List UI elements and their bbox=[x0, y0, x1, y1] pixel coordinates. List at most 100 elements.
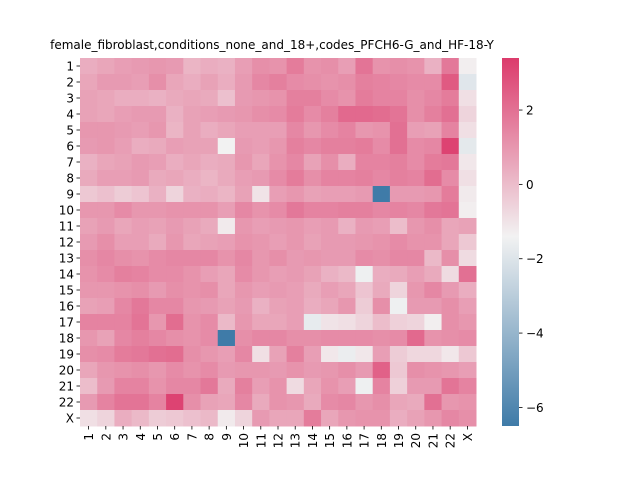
heatmap-cell bbox=[200, 186, 219, 203]
heatmap-cell bbox=[183, 106, 202, 123]
heatmap-cell bbox=[286, 202, 305, 219]
x-tick-label: 16 bbox=[340, 433, 354, 448]
heatmap-cell bbox=[80, 410, 98, 427]
x-tick-label: 10 bbox=[237, 433, 251, 448]
y-tick-label: 12 bbox=[59, 236, 74, 250]
heatmap-cell bbox=[338, 90, 356, 107]
heatmap-cell bbox=[338, 74, 356, 91]
heatmap-cell bbox=[148, 218, 167, 235]
heatmap-cell bbox=[372, 234, 391, 251]
heatmap-cell bbox=[114, 410, 133, 427]
heatmap-cell bbox=[97, 346, 115, 363]
heatmap-cell bbox=[458, 234, 477, 251]
heatmap-cell bbox=[200, 218, 219, 235]
heatmap-cell bbox=[166, 138, 184, 155]
heatmap-cell bbox=[131, 250, 150, 267]
x-tick-label: 4 bbox=[134, 433, 148, 441]
heatmap-cell bbox=[355, 314, 374, 331]
heatmap-cell bbox=[407, 202, 425, 219]
heatmap-cell bbox=[183, 186, 202, 203]
heatmap-cell bbox=[372, 266, 391, 283]
heatmap-cell bbox=[200, 298, 219, 315]
heatmap-cell bbox=[217, 90, 236, 107]
heatmap-cell bbox=[200, 58, 219, 75]
heatmap-cell bbox=[321, 122, 339, 139]
x-tick-label: 21 bbox=[426, 433, 440, 448]
heatmap-cell bbox=[114, 314, 133, 331]
heatmap-cell bbox=[321, 90, 339, 107]
y-tick-label: 6 bbox=[66, 140, 74, 154]
heatmap-cell bbox=[338, 122, 356, 139]
heatmap-cell bbox=[148, 58, 167, 75]
heatmap-cell bbox=[148, 202, 167, 219]
heatmap-cell bbox=[458, 218, 477, 235]
heatmap-cell bbox=[458, 378, 477, 395]
heatmap-cell bbox=[424, 362, 443, 379]
heatmap-cell bbox=[407, 314, 425, 331]
heatmap-cell bbox=[269, 298, 288, 315]
x-tick-label: 6 bbox=[168, 433, 182, 441]
heatmap-cell bbox=[166, 154, 184, 171]
heatmap-cell bbox=[286, 106, 305, 123]
heatmap-cell bbox=[355, 378, 374, 395]
heatmap-cell bbox=[441, 298, 460, 315]
heatmap-cell bbox=[372, 58, 391, 75]
heatmap-cell bbox=[166, 378, 184, 395]
heatmap-cell bbox=[338, 138, 356, 155]
heatmap-cell bbox=[269, 106, 288, 123]
heatmap-cell bbox=[269, 250, 288, 267]
heatmap-cell bbox=[338, 234, 356, 251]
heatmap-cell bbox=[183, 138, 202, 155]
heatmap-cell bbox=[131, 122, 150, 139]
heatmap-cell bbox=[148, 362, 167, 379]
heatmap-cell bbox=[217, 234, 236, 251]
heatmap-cell bbox=[200, 362, 219, 379]
heatmap-cell bbox=[234, 74, 253, 91]
heatmap-cell bbox=[200, 330, 219, 347]
heatmap-cell bbox=[338, 314, 356, 331]
heatmap-cell bbox=[407, 170, 425, 187]
heatmap-cell bbox=[252, 58, 270, 75]
heatmap-cell bbox=[407, 106, 425, 123]
heatmap-cell bbox=[252, 298, 270, 315]
y-tick-label: 11 bbox=[59, 220, 74, 234]
heatmap-cell bbox=[269, 90, 288, 107]
heatmap-cell bbox=[372, 218, 391, 235]
heatmap-cell bbox=[131, 314, 150, 331]
heatmap-cell bbox=[372, 330, 391, 347]
heatmap-cell bbox=[441, 90, 460, 107]
heatmap-cell bbox=[80, 90, 98, 107]
heatmap-cell bbox=[286, 234, 305, 251]
heatmap-cell bbox=[131, 90, 150, 107]
heatmap-cell bbox=[441, 154, 460, 171]
heatmap-cell bbox=[252, 362, 270, 379]
heatmap-cell bbox=[389, 122, 408, 139]
heatmap-cell bbox=[217, 170, 236, 187]
heatmap-cell bbox=[234, 218, 253, 235]
heatmap-cell bbox=[234, 362, 253, 379]
heatmap-cell bbox=[80, 106, 98, 123]
x-tick-label: 9 bbox=[220, 433, 234, 441]
heatmap-cell bbox=[217, 122, 236, 139]
heatmap-cell bbox=[424, 58, 443, 75]
heatmap-cell bbox=[252, 410, 270, 427]
x-tick-label: 2 bbox=[99, 433, 113, 441]
x-tick-label: 11 bbox=[254, 433, 268, 448]
heatmap-cell bbox=[389, 298, 408, 315]
heatmap-cell bbox=[286, 362, 305, 379]
heatmap-cell bbox=[80, 282, 98, 299]
heatmap-cell bbox=[114, 266, 133, 283]
heatmap-cell bbox=[458, 90, 477, 107]
heatmap-cell bbox=[200, 90, 219, 107]
heatmap-cell bbox=[286, 378, 305, 395]
y-tick-label: 14 bbox=[59, 268, 74, 282]
heatmap-cell bbox=[338, 154, 356, 171]
heatmap-cell bbox=[252, 234, 270, 251]
y-tick-label: 10 bbox=[59, 204, 74, 218]
heatmap-cell bbox=[252, 394, 270, 411]
heatmap-cell bbox=[321, 394, 339, 411]
heatmap-cell bbox=[234, 394, 253, 411]
x-tick-label: 5 bbox=[151, 433, 165, 441]
chart-title: female_fibroblast,conditions_none_and_18… bbox=[50, 38, 494, 52]
heatmap-cell bbox=[183, 378, 202, 395]
